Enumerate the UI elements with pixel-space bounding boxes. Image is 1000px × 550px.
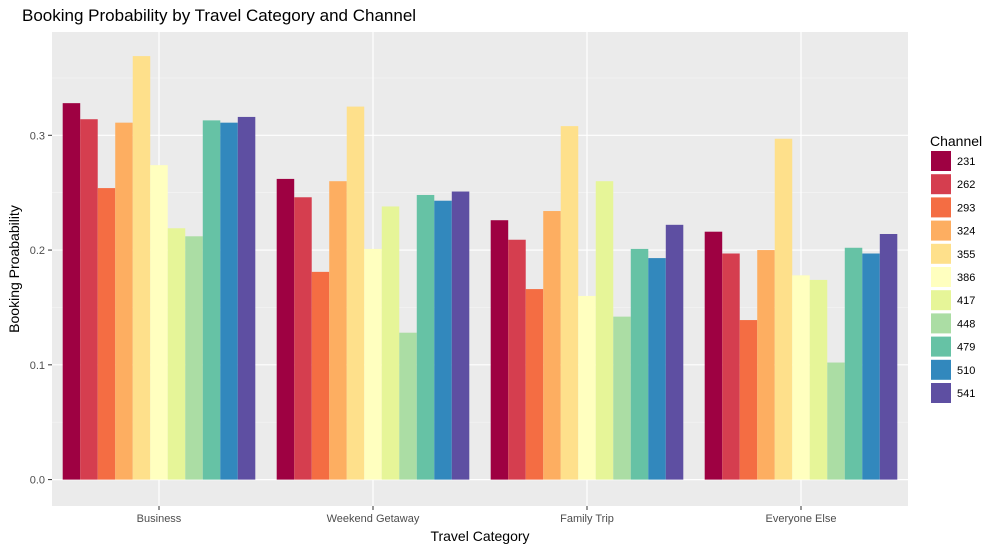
bar-everyone-else-479 — [844, 247, 863, 480]
bar-business-231 — [62, 103, 81, 480]
legend-label-541: 541 — [957, 388, 975, 400]
bar-everyone-else-324 — [757, 250, 775, 480]
bar-business-355 — [132, 56, 151, 480]
legend-label-479: 479 — [957, 342, 975, 354]
bar-family-trip-510 — [648, 258, 666, 480]
bar-family-trip-262 — [508, 239, 526, 480]
x-tick-label: Everyone Else — [766, 513, 837, 525]
legend-label-231: 231 — [957, 156, 975, 168]
bar-weekend-getaway-355 — [346, 106, 365, 480]
bar-weekend-getaway-324 — [329, 181, 347, 480]
bar-weekend-getaway-479 — [416, 194, 435, 480]
legend-label-448: 448 — [957, 318, 975, 330]
legend-label-262: 262 — [957, 179, 975, 191]
legend-swatch-293 — [931, 197, 951, 218]
bar-family-trip-293 — [525, 289, 544, 480]
bar-family-trip-355 — [560, 126, 579, 480]
bars — [62, 56, 898, 480]
bar-everyone-else-541 — [879, 233, 898, 480]
bar-business-293 — [97, 188, 116, 480]
bar-weekend-getaway-386 — [364, 248, 382, 480]
legend-swatch-417 — [931, 290, 951, 311]
bar-weekend-getaway-541 — [451, 191, 470, 480]
bar-everyone-else-510 — [862, 253, 880, 480]
legend-label-417: 417 — [957, 295, 975, 307]
x-tick-label: Business — [137, 513, 182, 525]
bar-business-262 — [80, 119, 98, 480]
y-axis-title: Booking Proabability — [6, 205, 22, 333]
legend-label-386: 386 — [957, 272, 975, 284]
y-tick-label: 0.0 — [30, 475, 45, 487]
legend-swatch-355 — [931, 243, 951, 264]
y-tick-label: 0.2 — [30, 245, 45, 257]
bar-business-386 — [150, 165, 168, 480]
legend-swatch-324 — [931, 220, 951, 241]
legend-swatch-448 — [931, 313, 951, 334]
bar-weekend-getaway-293 — [311, 271, 330, 480]
x-tick-label: Weekend Getaway — [327, 513, 420, 525]
y-tick-label: 0.3 — [30, 130, 45, 142]
bar-everyone-else-355 — [774, 138, 793, 480]
bar-everyone-else-262 — [722, 253, 740, 480]
bar-everyone-else-231 — [704, 231, 723, 480]
legend-swatch-510 — [931, 359, 951, 380]
bar-family-trip-541 — [665, 224, 684, 480]
legend-title: Channel — [930, 133, 982, 149]
legend-label-324: 324 — [957, 226, 975, 238]
bar-family-trip-417 — [595, 181, 614, 480]
bar-family-trip-324 — [543, 211, 561, 480]
y-tick-label: 0.1 — [30, 360, 45, 372]
bar-family-trip-386 — [578, 295, 596, 480]
bar-business-324 — [115, 122, 133, 480]
x-tick-label: Family Trip — [560, 513, 614, 525]
legend-swatch-541 — [931, 383, 951, 403]
bar-weekend-getaway-417 — [381, 206, 400, 480]
bar-business-448 — [185, 236, 203, 480]
legend: Channel 231 262 293 324 355 386 417 448 479 510 54… — [930, 133, 982, 403]
legend-label-355: 355 — [957, 249, 975, 261]
legend-label-293: 293 — [957, 202, 975, 214]
bar-everyone-else-448 — [827, 362, 845, 480]
bar-family-trip-448 — [613, 316, 631, 480]
bar-weekend-getaway-231 — [276, 178, 295, 480]
bar-everyone-else-417 — [809, 279, 828, 480]
legend-label-510: 510 — [957, 365, 975, 377]
x-axis-title: Travel Category — [430, 528, 529, 544]
bar-weekend-getaway-262 — [294, 197, 312, 480]
bar-weekend-getaway-448 — [399, 332, 417, 480]
bar-everyone-else-386 — [792, 275, 810, 480]
bar-family-trip-479 — [630, 248, 649, 480]
bar-business-479 — [202, 120, 221, 480]
chart-title: Booking Probability by Travel Category a… — [22, 6, 416, 25]
bar-everyone-else-293 — [739, 320, 758, 480]
legend-swatch-262 — [931, 174, 951, 195]
legend-swatch-479 — [931, 336, 951, 357]
bar-business-417 — [167, 228, 186, 480]
legend-swatch-231 — [931, 151, 951, 171]
bar-business-541 — [237, 116, 256, 480]
legend-swatch-386 — [931, 267, 951, 287]
bar-family-trip-231 — [490, 220, 509, 480]
axes: 0.0 0.1 0.2 0.3 Business Weekend Getaway Famil… — [30, 130, 837, 525]
bar-business-510 — [220, 122, 238, 480]
bar-weekend-getaway-510 — [434, 200, 452, 480]
